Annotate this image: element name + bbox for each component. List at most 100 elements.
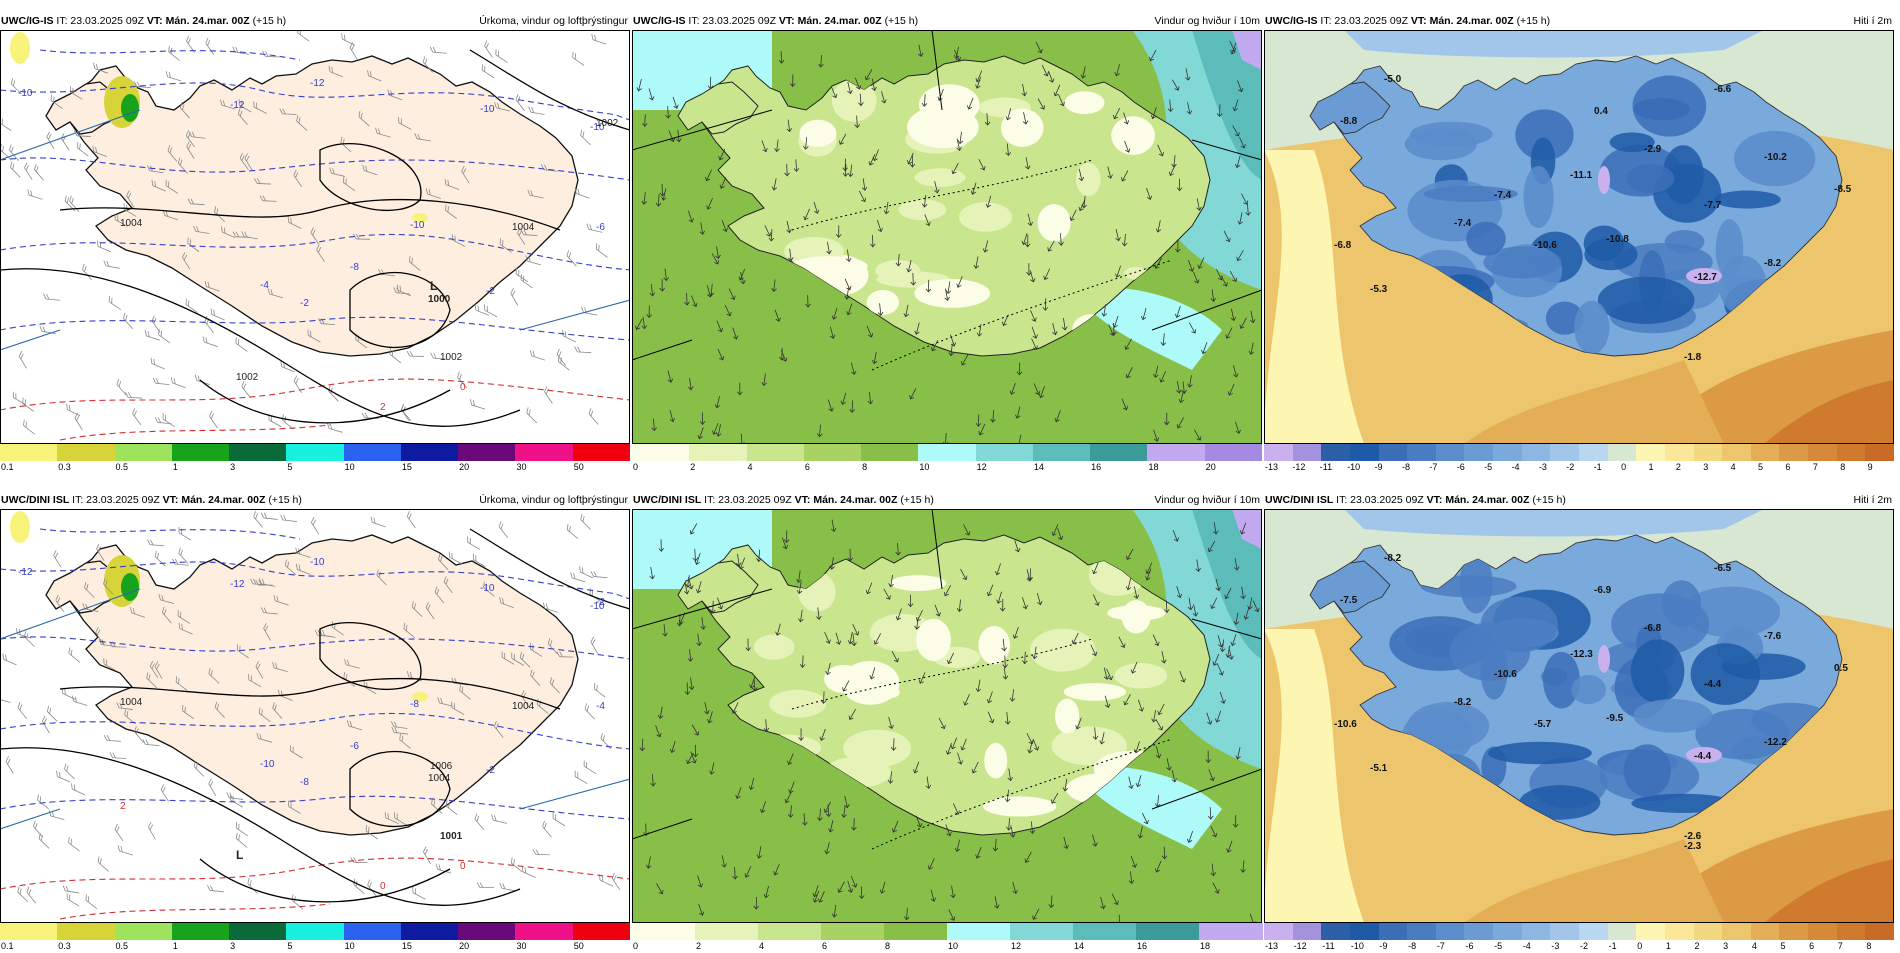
model-name: UWC/IG-IS xyxy=(1,15,54,27)
legend-tick-label: -10 xyxy=(1347,462,1360,472)
legend-swatch xyxy=(1779,923,1808,940)
legend-swatch xyxy=(747,444,805,461)
contour-label: 2 xyxy=(380,402,386,413)
legend-swatch xyxy=(1147,444,1205,461)
temp-field-patch xyxy=(1626,164,1674,193)
legend-tick-label: 9 xyxy=(1868,462,1873,472)
lead-time: (+15 h) xyxy=(1532,494,1566,506)
temperature-label: 0.4 xyxy=(1594,106,1608,117)
valid-time-label: VT: xyxy=(1411,15,1427,27)
valid-time-label: VT: xyxy=(779,15,795,27)
contour-label: -8 xyxy=(300,777,309,788)
forecast-map xyxy=(632,30,1262,444)
legend-swatch xyxy=(57,923,115,940)
temperature-label: -8.2 xyxy=(1384,553,1402,564)
legend-swatch xyxy=(286,444,344,461)
temp-field-patch xyxy=(1410,122,1493,147)
parameter-title: Hiti í 2m xyxy=(1853,491,1892,509)
panel-top-temp: UWC/IG-IS IT: 23.03.2025 09Z VT: Mán. 24… xyxy=(1264,12,1894,474)
wind-field-patch xyxy=(875,260,920,281)
legend-swatch xyxy=(458,444,516,461)
legend-swatch xyxy=(1865,923,1894,940)
legend-swatch xyxy=(1694,923,1723,940)
contour-label: -8 xyxy=(350,262,359,273)
temperature-label: -8.2 xyxy=(1764,258,1782,269)
legend-swatch xyxy=(573,923,631,940)
forecast-info: UWC/DINI ISL IT: 23.03.2025 09Z VT: Mán.… xyxy=(633,491,934,509)
legend-tick-label: 3 xyxy=(230,462,235,472)
legend-swatch xyxy=(632,444,690,461)
legend-swatch xyxy=(1751,923,1780,940)
legend-swatch xyxy=(918,444,976,461)
legend-tick-label: -8 xyxy=(1402,462,1410,472)
temp-field-patch xyxy=(1481,597,1558,653)
panel-bot-precip: UWC/DINI ISL IT: 23.03.2025 09Z VT: Mán.… xyxy=(0,491,630,953)
temp-field-patch xyxy=(1631,639,1685,703)
pressure-low-label: 1001 xyxy=(440,831,463,842)
valid-time: Mán. 24.mar. 00Z xyxy=(813,494,897,506)
legend-swatch xyxy=(689,444,747,461)
temperature-label: -12.7 xyxy=(1694,272,1717,283)
legend-swatch xyxy=(804,444,862,461)
panel-bot-temp: UWC/DINI ISL IT: 23.03.2025 09Z VT: Mán.… xyxy=(1264,491,1894,953)
temp-field-patch xyxy=(1523,166,1553,228)
legend-swatch xyxy=(458,923,516,940)
legend-swatch xyxy=(1136,923,1200,940)
valid-time: Mán. 24.mar. 00Z xyxy=(798,15,882,27)
wind-field-patch xyxy=(1055,699,1079,734)
legend-swatch xyxy=(1493,444,1522,461)
temperature-label: -5.7 xyxy=(1534,719,1552,730)
contour-label: 0 xyxy=(460,382,466,393)
temp-field-patch xyxy=(1598,166,1610,194)
parameter-title: Úrkoma, vindur og loftþrýstingur xyxy=(479,491,628,509)
wind-field-patch xyxy=(1038,204,1071,241)
panel-bot-wind: UWC/DINI ISL IT: 23.03.2025 09Z VT: Mán.… xyxy=(632,491,1262,953)
legend-tick-label: 8 xyxy=(862,462,867,472)
legend-tick-label: 30 xyxy=(516,462,526,472)
legend-swatch xyxy=(1293,923,1322,940)
pressure-low-label: L xyxy=(236,848,243,862)
legend-tick-label: -1 xyxy=(1594,462,1602,472)
legend-tick-label: -5 xyxy=(1484,462,1492,472)
legend-swatch xyxy=(344,444,402,461)
legend-swatch xyxy=(1464,923,1493,940)
legend-swatch xyxy=(1264,444,1293,461)
temp-field-patch xyxy=(1624,744,1671,797)
wind-field-patch xyxy=(959,202,1012,231)
legend-swatch xyxy=(57,444,115,461)
contour-label: -2 xyxy=(300,298,309,309)
legend-swatch xyxy=(1264,923,1293,940)
lead-time: (+15 h) xyxy=(268,494,302,506)
wind-field-patch xyxy=(1064,683,1126,701)
legend-swatch xyxy=(1722,444,1751,461)
pressure-low-label: L xyxy=(430,279,437,293)
temperature-label: -1.8 xyxy=(1684,352,1702,363)
contour-label: -10 xyxy=(480,583,495,594)
initial-time: IT: 23.03.2025 09Z xyxy=(704,494,792,506)
temperature-label: -10.6 xyxy=(1494,669,1517,680)
wind-field-patch xyxy=(915,168,966,187)
precip-area xyxy=(10,32,30,64)
temp-field-patch xyxy=(1466,222,1506,256)
contour-label: 1002 xyxy=(236,372,259,383)
contour-label: 1004 xyxy=(428,773,451,784)
legend-swatch xyxy=(821,923,885,940)
legend-swatch xyxy=(1293,444,1322,461)
contour-label: -10 xyxy=(480,104,495,115)
legend-swatch xyxy=(1865,444,1894,461)
legend-swatch xyxy=(1808,923,1837,940)
temperature-label: -7.4 xyxy=(1494,190,1512,201)
legend-swatch xyxy=(1464,444,1493,461)
initial-time: IT: 23.03.2025 09Z xyxy=(1336,494,1424,506)
valid-time-label: VT: xyxy=(147,15,163,27)
forecast-info: UWC/IG-IS IT: 23.03.2025 09Z VT: Mán. 24… xyxy=(1265,12,1550,30)
lead-time: (+15 h) xyxy=(885,15,919,27)
legend-swatch xyxy=(1350,923,1379,940)
legend-swatch xyxy=(1033,444,1091,461)
legend-swatch xyxy=(1522,444,1551,461)
legend-swatch xyxy=(1436,923,1465,940)
legend-swatch xyxy=(0,923,58,940)
